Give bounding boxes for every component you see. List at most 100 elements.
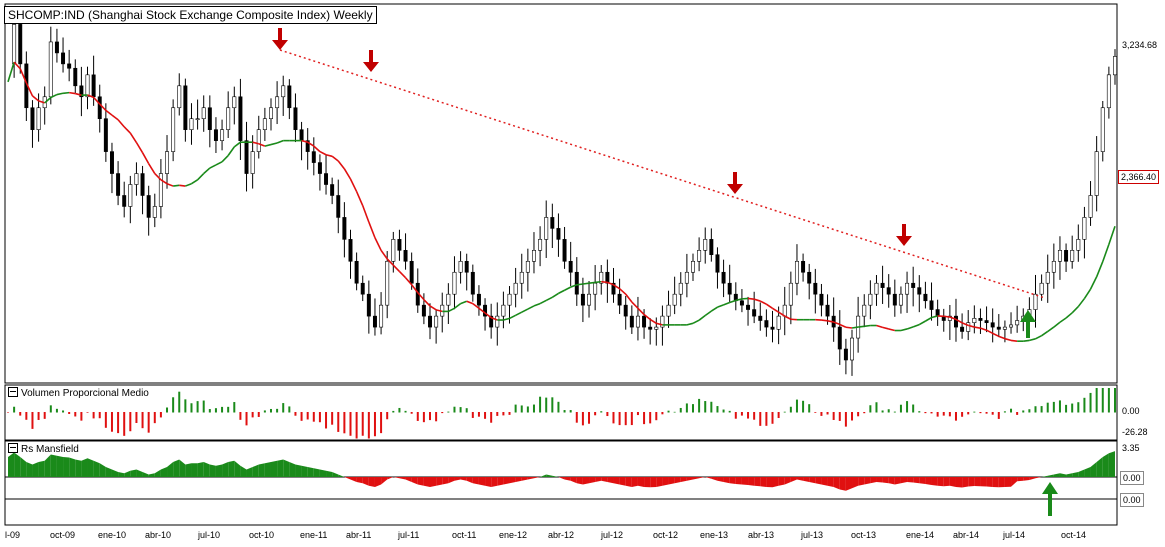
- rs-area-segment: [919, 477, 926, 484]
- moving-average-segment: [772, 307, 780, 313]
- candle-body: [1064, 250, 1069, 262]
- volume-bar: [551, 397, 554, 413]
- volume-bar: [245, 412, 248, 426]
- volume-bar: [973, 411, 976, 413]
- rs-area-segment: [815, 477, 822, 485]
- candle-body: [629, 315, 634, 328]
- rs-area-segment: [485, 477, 492, 487]
- moving-average-segment: [233, 141, 241, 148]
- x-tick-label: jul-14: [1003, 530, 1026, 540]
- rs-area-segment: [185, 463, 192, 477]
- volume-bar: [68, 412, 71, 414]
- candle-body: [73, 67, 78, 87]
- moving-average-segment: [759, 300, 767, 305]
- moving-average-segment: [1071, 305, 1079, 314]
- rs-panel-frame: [4, 440, 1118, 526]
- volume-bar: [404, 410, 407, 413]
- candle-body: [642, 315, 647, 328]
- candle-body: [538, 239, 543, 251]
- volume-bar: [86, 412, 89, 413]
- candle-body: [758, 315, 763, 321]
- candle-body: [898, 293, 903, 306]
- volume-bar: [117, 412, 120, 434]
- volume-bar: [844, 412, 847, 427]
- rs-area-segment: [1004, 477, 1012, 487]
- candle-body: [1051, 260, 1056, 273]
- volume-bar: [227, 406, 230, 413]
- volume-bar: [961, 412, 964, 417]
- moving-average-segment: [374, 237, 382, 251]
- rs-area-segment: [637, 477, 645, 487]
- rs-area-segment: [962, 477, 969, 488]
- volume-bar: [276, 408, 279, 413]
- moving-average-segment: [961, 322, 969, 327]
- candle-body: [923, 293, 928, 302]
- collapse-icon[interactable]: [8, 387, 18, 398]
- candle-body: [868, 293, 873, 306]
- moving-average-segment: [19, 68, 28, 84]
- candle-body: [97, 96, 102, 120]
- x-tick-label: abr-12: [548, 530, 575, 540]
- rs-area-segment: [319, 469, 327, 477]
- collapse-icon[interactable]: [8, 443, 18, 454]
- x-tick-label: abr-14: [953, 530, 980, 540]
- candle-body: [122, 195, 127, 207]
- candle-body: [1009, 324, 1014, 328]
- volume-bar: [392, 410, 395, 413]
- volume-bar: [777, 412, 780, 419]
- rs-area-segment: [136, 469, 143, 477]
- volume-bar: [661, 412, 664, 415]
- candle-body: [1082, 217, 1087, 240]
- moving-average-segment: [313, 145, 321, 153]
- volume-bar: [698, 398, 701, 413]
- moving-average-segment: [539, 299, 547, 305]
- moving-average-segment: [998, 335, 1006, 340]
- volume-bar: [380, 412, 383, 434]
- moving-average-segment: [355, 191, 364, 206]
- moving-average-segment: [1035, 334, 1042, 340]
- candle-body: [54, 41, 59, 54]
- volume-bar: [747, 412, 750, 419]
- moving-average-segment: [404, 277, 413, 286]
- candle-body: [1033, 293, 1038, 310]
- candle-body: [972, 318, 977, 324]
- volume-bar: [734, 412, 737, 419]
- volume-bar: [575, 412, 578, 423]
- moving-average-segment: [631, 301, 639, 309]
- rs-area-segment: [882, 477, 889, 484]
- rs-area-segment: [558, 477, 565, 480]
- volume-bar: [930, 412, 933, 414]
- rs-area-segment: [222, 462, 229, 477]
- volume-bar: [13, 406, 16, 413]
- moving-average-segment: [392, 264, 400, 273]
- candle-body: [434, 315, 439, 328]
- moving-average-segment: [429, 305, 437, 311]
- moving-average-segment: [466, 300, 474, 305]
- moving-average-segment: [1083, 288, 1092, 299]
- rs-area-segment: [307, 467, 314, 477]
- rs-area-segment: [913, 477, 920, 484]
- volume-bar: [465, 408, 468, 413]
- volume-bar: [906, 401, 909, 413]
- volume-bar: [771, 412, 774, 424]
- candle-body: [574, 271, 579, 295]
- candle-body: [324, 173, 329, 185]
- volume-bar: [184, 399, 187, 413]
- rs-area-segment: [686, 477, 693, 481]
- rs-area-segment: [215, 464, 223, 477]
- rs-area-segment: [625, 477, 632, 487]
- candle-body: [128, 184, 133, 207]
- volume-bar: [153, 412, 156, 424]
- rs-area-segment: [289, 462, 296, 477]
- moving-average-segment: [1077, 298, 1086, 308]
- volume-bar: [569, 410, 572, 413]
- rs-area-segment: [167, 462, 174, 477]
- volume-bar: [1040, 406, 1043, 413]
- rs-area-segment: [925, 477, 932, 485]
- moving-average-segment: [1041, 330, 1049, 337]
- rs-area-segment: [179, 459, 186, 477]
- rs-area-segment: [503, 477, 510, 485]
- x-tick-label: jul-12: [601, 530, 624, 540]
- moving-average-segment: [698, 314, 706, 321]
- volume-bar: [716, 406, 719, 413]
